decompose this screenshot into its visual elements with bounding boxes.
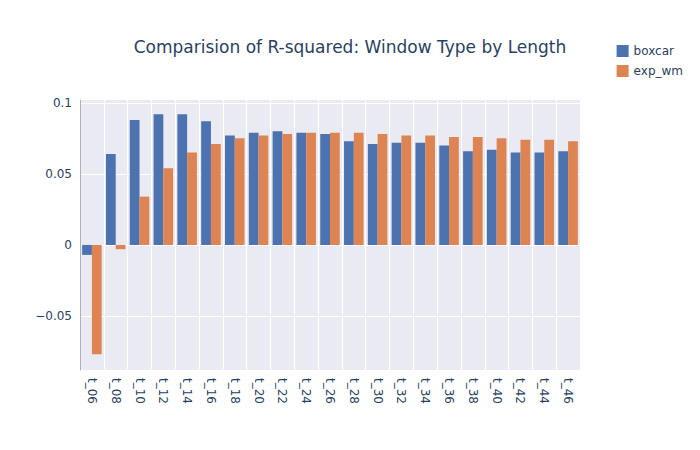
- svg-text:t_34: t_34: [418, 378, 432, 404]
- svg-text:t_30: t_30: [371, 378, 385, 404]
- svg-text:t_42: t_42: [513, 378, 527, 404]
- svg-text:t_10: t_10: [133, 378, 147, 404]
- svg-text:t_32: t_32: [394, 378, 408, 404]
- svg-text:t_06: t_06: [85, 378, 99, 404]
- svg-text:boxcar: boxcar: [634, 44, 674, 58]
- svg-text:t_40: t_40: [490, 378, 504, 404]
- svg-text:t_24: t_24: [299, 378, 313, 404]
- svg-text:t_26: t_26: [323, 378, 337, 404]
- svg-text:t_28: t_28: [347, 378, 361, 404]
- svg-text:t_22: t_22: [275, 378, 289, 404]
- svg-text:0.1: 0.1: [53, 96, 72, 110]
- svg-text:t_18: t_18: [228, 378, 242, 404]
- svg-text:t_46: t_46: [561, 378, 575, 404]
- svg-text:t_12: t_12: [156, 378, 170, 404]
- svg-text:t_36: t_36: [442, 378, 456, 404]
- svg-text:exp_wm: exp_wm: [634, 64, 683, 78]
- svg-text:−0.05: −0.05: [35, 309, 72, 323]
- svg-text:t_38: t_38: [466, 378, 480, 404]
- svg-text:t_16: t_16: [204, 378, 218, 404]
- svg-text:t_08: t_08: [109, 378, 123, 404]
- svg-text:t_44: t_44: [537, 378, 551, 404]
- svg-text:t_20: t_20: [252, 378, 266, 404]
- svg-text:t_14: t_14: [180, 378, 194, 404]
- svg-text:0: 0: [64, 238, 72, 252]
- svg-text:0.05: 0.05: [45, 167, 72, 181]
- svg-text:Comparision of R-squared: Wind: Comparision of R-squared: Window Type by…: [134, 37, 567, 57]
